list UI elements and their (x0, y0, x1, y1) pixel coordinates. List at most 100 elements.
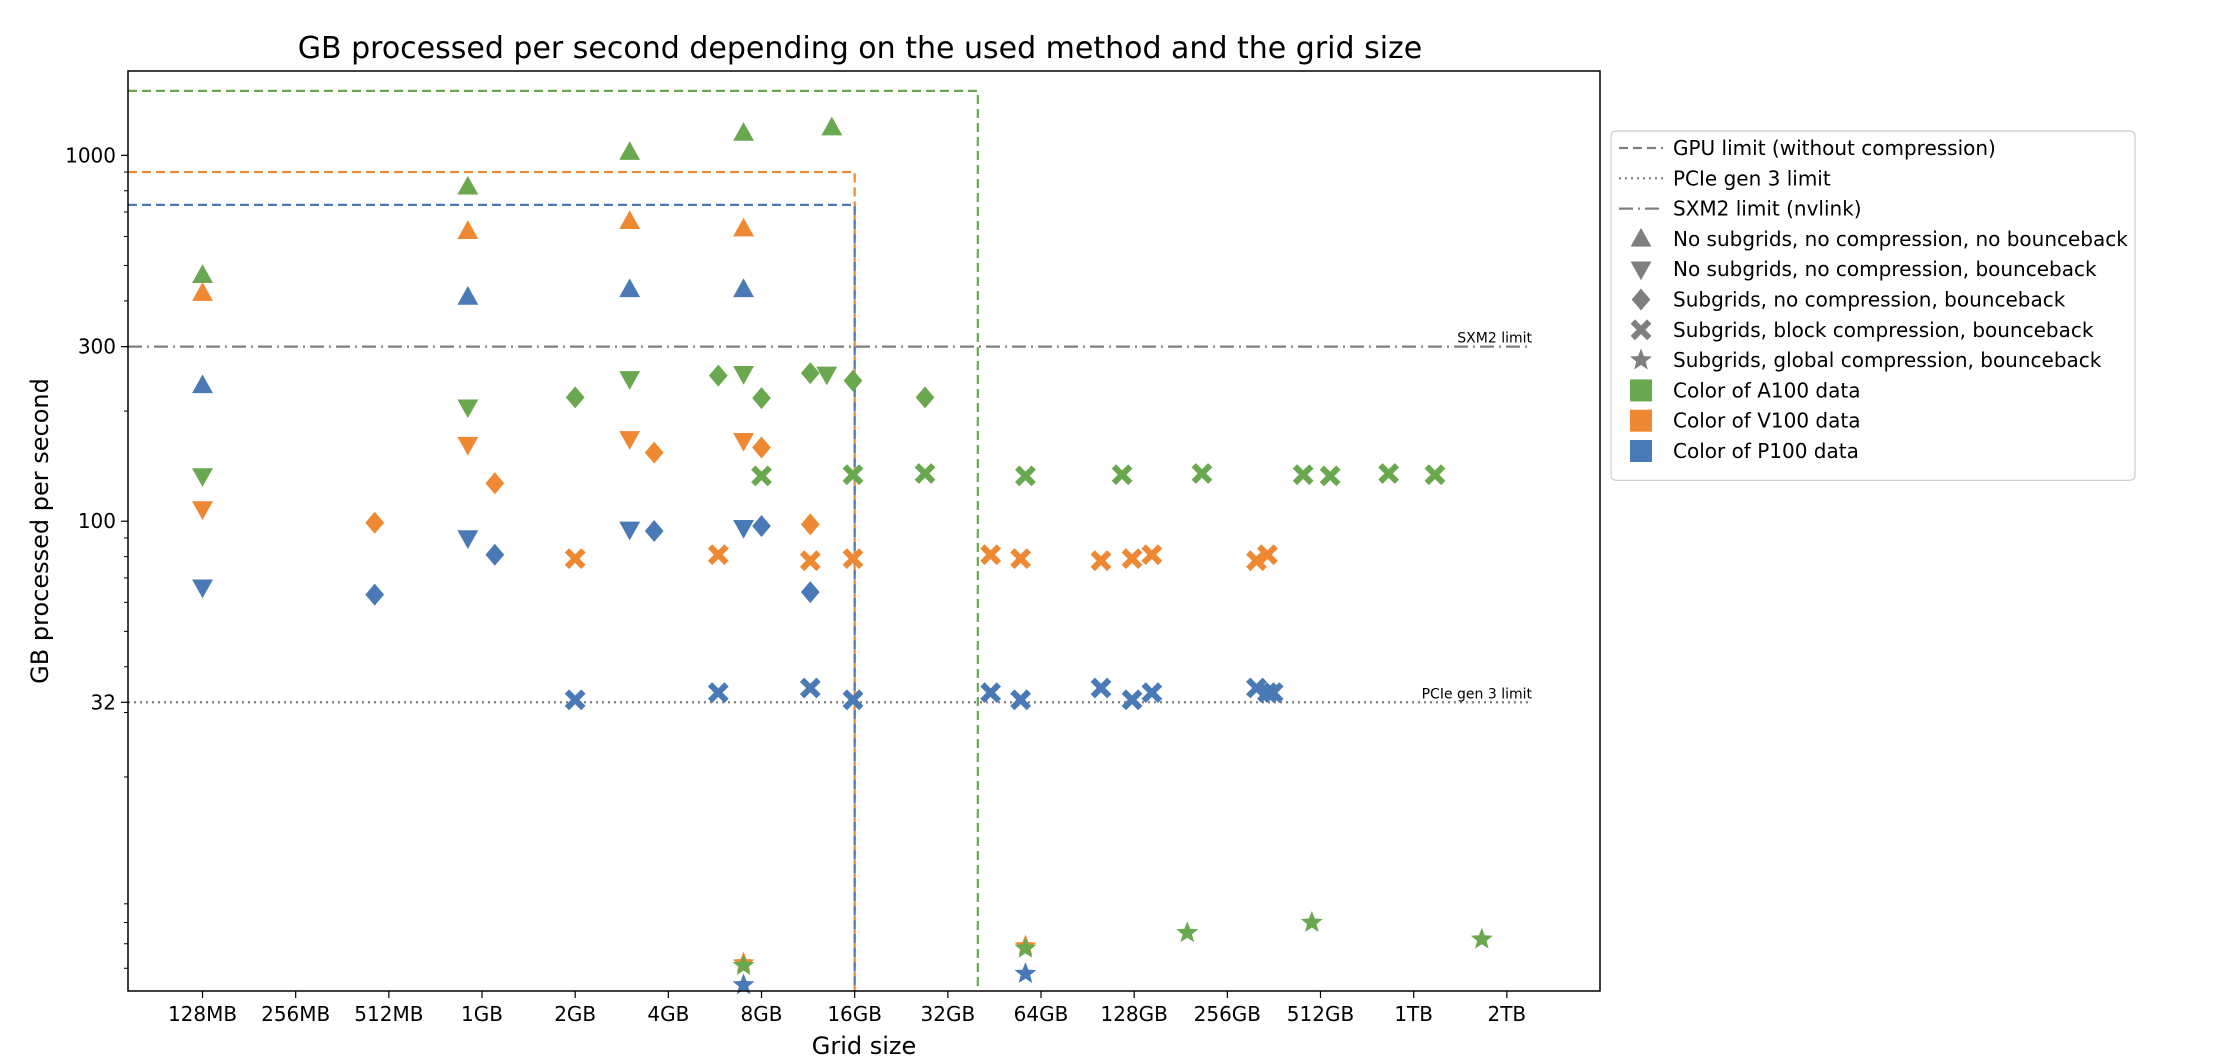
data-point (1246, 677, 1267, 699)
marker-stroke (1262, 682, 1284, 704)
x-tick-label: 128GB (1100, 1002, 1167, 1026)
sxm2-limit-label: SXM2 limit (1457, 331, 1532, 347)
legend-label: Color of P100 data (1673, 439, 1859, 463)
marker-stroke (1010, 548, 1032, 570)
data-point (1014, 962, 1037, 983)
data-point (752, 515, 771, 538)
data-point (1319, 465, 1341, 487)
data-point (733, 122, 755, 141)
legend-item: Subgrids, global compression, bounceback (1630, 348, 2102, 372)
data-point (842, 689, 864, 711)
marker-stroke (707, 544, 729, 566)
legend-marker-swatch (1630, 319, 1652, 341)
marker-stroke (1246, 550, 1267, 572)
data-point (1010, 548, 1032, 570)
marker-stroke (1141, 682, 1163, 704)
data-point (980, 544, 1002, 566)
data-point (619, 521, 641, 541)
data-point (732, 954, 755, 975)
x-tick-label: 8GB (741, 1002, 783, 1026)
data-point (457, 530, 479, 549)
marker-stroke (707, 682, 729, 704)
y-tick-label: 300 (78, 335, 116, 359)
data-point (192, 468, 213, 487)
data-point (1257, 544, 1278, 566)
x-tick-label: 512GB (1287, 1002, 1354, 1026)
marker-stroke (1121, 548, 1143, 570)
data-point (1300, 911, 1323, 932)
data-point (192, 264, 213, 283)
marker-stroke (1246, 677, 1267, 699)
data-point (816, 366, 838, 386)
data-point (1090, 550, 1112, 572)
data-point (1378, 463, 1400, 484)
data-point (619, 431, 641, 450)
data-point (1111, 464, 1133, 486)
marker-stroke (842, 689, 864, 711)
legend-item: PCIe gen 3 limit (1619, 166, 1831, 190)
data-point (485, 543, 505, 566)
data-point (980, 682, 1002, 704)
legend-label: Color of V100 data (1673, 409, 1860, 433)
plot-frame (127, 70, 1601, 992)
legend-item: SXM2 limit (nvlink) (1619, 197, 1862, 221)
marker-stroke (1378, 463, 1400, 484)
data-point (842, 548, 864, 570)
marker-stroke (1630, 319, 1652, 341)
marker-stroke (1424, 464, 1446, 486)
data-point (1015, 465, 1036, 487)
data-point (915, 386, 935, 409)
marker-stroke (1015, 465, 1036, 487)
marker-stroke (799, 550, 821, 572)
legend-color-swatch (1630, 440, 1652, 462)
legend-item: Color of V100 data (1630, 409, 1860, 433)
data-point (1141, 682, 1163, 704)
x-tick-label: 16GB (827, 1002, 882, 1026)
legend-marker-swatch (1630, 261, 1652, 281)
data-point (365, 511, 385, 534)
marker-stroke (980, 682, 1002, 704)
marker-stroke (1121, 689, 1143, 711)
legend-item: Subgrids, block compression, bounceback (1630, 318, 2094, 342)
data-point (751, 465, 772, 487)
legend-color-swatch (1630, 409, 1652, 432)
data-point (1191, 463, 1213, 484)
data-point (192, 374, 213, 394)
data-point (1121, 689, 1143, 711)
x-tick-label: 256GB (1194, 1002, 1261, 1026)
gpu-limit-line (128, 170, 856, 991)
marker-stroke (980, 544, 1002, 566)
data-point (1246, 550, 1267, 572)
y-tick-label: 1000 (65, 143, 116, 167)
data-point (1141, 544, 1163, 566)
data-point (752, 387, 771, 410)
x-tick-label: 32GB (921, 1002, 976, 1026)
data-point (565, 386, 585, 409)
data-point (707, 682, 729, 704)
gpu-limit-line (128, 203, 856, 991)
data-point (619, 141, 641, 160)
legend-marker-swatch (1630, 227, 1652, 247)
marker-stroke (564, 689, 586, 711)
legend-item: No subgrids, no compression, bounceback (1630, 257, 2097, 281)
gpu-limit-line (128, 89, 979, 991)
legend-box (1610, 130, 2136, 481)
data-point (1121, 548, 1143, 570)
data-point (457, 175, 479, 195)
y-tick-label: 100 (78, 509, 116, 533)
legend-item: Color of A100 data (1630, 378, 1860, 402)
legend-label: Subgrids, global compression, bounceback (1673, 348, 2102, 372)
data-point (1262, 682, 1284, 704)
data-point (365, 583, 385, 606)
data-point (733, 432, 755, 452)
legend: GPU limit (without compression) PCIe gen … (1610, 130, 2136, 481)
x-tick-label: 1TB (1394, 1002, 1433, 1026)
legend-item: Color of P100 data (1630, 439, 1859, 463)
marker-stroke (1319, 465, 1341, 487)
data-point (1257, 682, 1278, 704)
data-point (842, 464, 864, 486)
legend-color-swatch (1630, 379, 1652, 402)
marker-stroke (1257, 544, 1278, 566)
data-point (619, 278, 641, 298)
